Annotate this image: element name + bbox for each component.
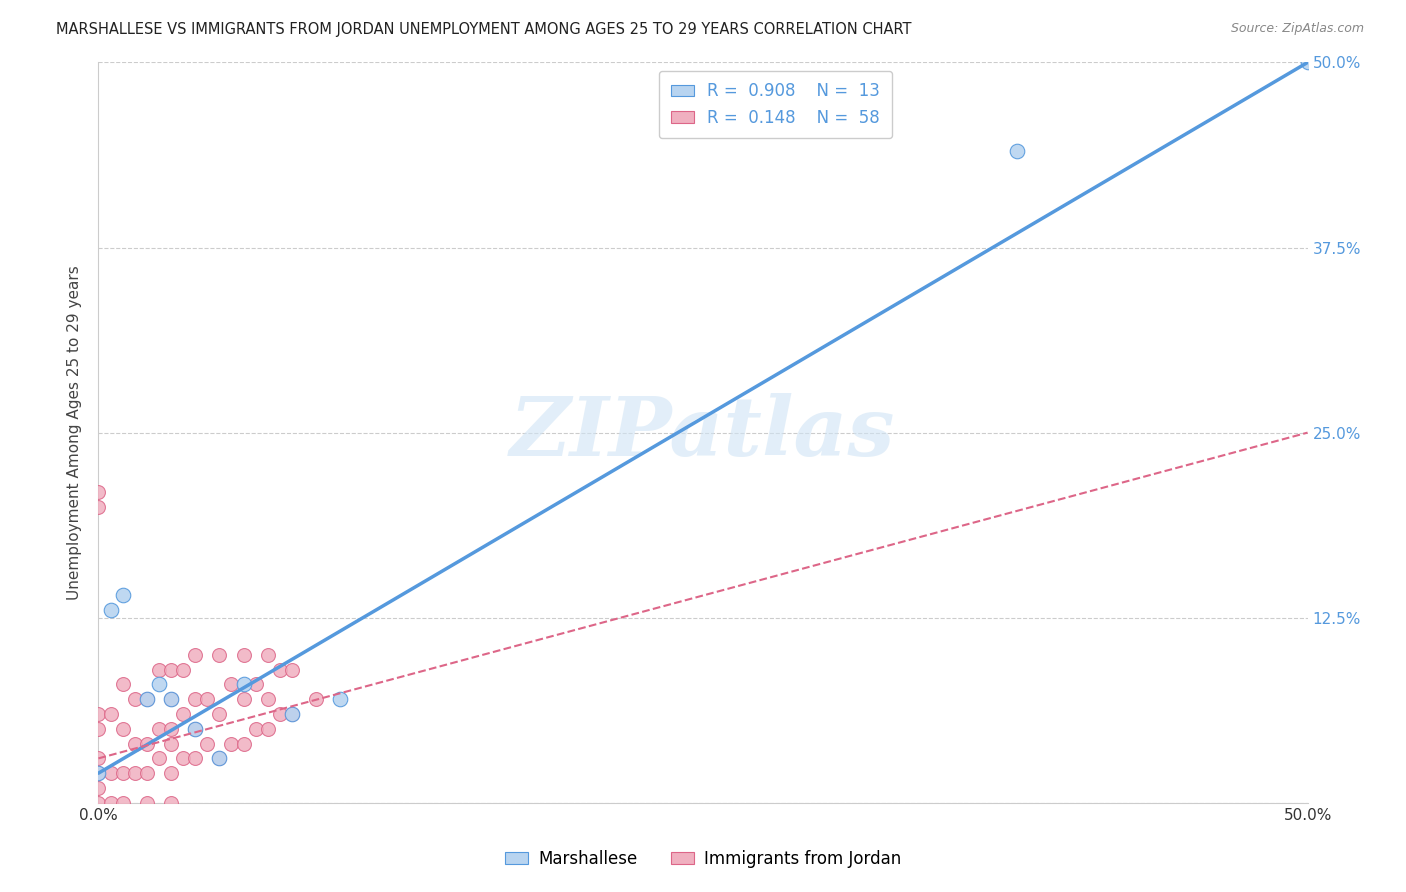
Point xyxy=(135,692,157,706)
Point xyxy=(232,648,254,662)
Point xyxy=(221,677,243,691)
Point xyxy=(148,751,170,765)
Point xyxy=(1296,55,1319,70)
Legend: R =  0.908    N =  13, R =  0.148    N =  58: R = 0.908 N = 13, R = 0.148 N = 58 xyxy=(659,70,891,138)
Point xyxy=(269,663,291,677)
Point xyxy=(184,722,207,736)
Point xyxy=(124,766,146,780)
Point xyxy=(172,706,194,721)
Point xyxy=(111,796,134,810)
Text: Source: ZipAtlas.com: Source: ZipAtlas.com xyxy=(1230,22,1364,36)
Text: MARSHALLESE VS IMMIGRANTS FROM JORDAN UNEMPLOYMENT AMONG AGES 25 TO 29 YEARS COR: MARSHALLESE VS IMMIGRANTS FROM JORDAN UN… xyxy=(56,22,911,37)
Point xyxy=(87,706,110,721)
Point xyxy=(160,692,183,706)
Point xyxy=(100,603,122,617)
Point xyxy=(135,796,157,810)
Point xyxy=(281,706,304,721)
Point xyxy=(87,751,110,765)
Point xyxy=(245,677,267,691)
Point xyxy=(184,722,207,736)
Point xyxy=(111,677,134,691)
Point xyxy=(221,737,243,751)
Point xyxy=(87,796,110,810)
Point xyxy=(195,737,218,751)
Point xyxy=(100,766,122,780)
Point xyxy=(160,766,183,780)
Point xyxy=(100,796,122,810)
Legend: Marshallese, Immigrants from Jordan: Marshallese, Immigrants from Jordan xyxy=(498,844,908,875)
Point xyxy=(256,722,278,736)
Point xyxy=(135,766,157,780)
Point xyxy=(160,796,183,810)
Point xyxy=(148,663,170,677)
Point xyxy=(184,751,207,765)
Point xyxy=(269,706,291,721)
Point xyxy=(160,737,183,751)
Point xyxy=(111,589,134,603)
Point xyxy=(160,722,183,736)
Y-axis label: Unemployment Among Ages 25 to 29 years: Unemployment Among Ages 25 to 29 years xyxy=(66,265,82,600)
Point xyxy=(232,737,254,751)
Point xyxy=(184,692,207,706)
Point xyxy=(87,766,110,780)
Point xyxy=(305,692,328,706)
Point xyxy=(208,706,231,721)
Point xyxy=(172,663,194,677)
Point xyxy=(148,677,170,691)
Point xyxy=(100,706,122,721)
Point xyxy=(87,766,110,780)
Point xyxy=(172,751,194,765)
Point xyxy=(135,737,157,751)
Point xyxy=(208,751,231,765)
Point xyxy=(1007,145,1029,159)
Point xyxy=(232,692,254,706)
Point xyxy=(87,780,110,795)
Point xyxy=(208,648,231,662)
Point xyxy=(208,751,231,765)
Point xyxy=(195,692,218,706)
Point xyxy=(160,692,183,706)
Point xyxy=(135,692,157,706)
Point xyxy=(87,722,110,736)
Point xyxy=(184,648,207,662)
Point xyxy=(245,722,267,736)
Point xyxy=(281,706,304,721)
Point xyxy=(329,692,352,706)
Point xyxy=(232,677,254,691)
Point xyxy=(87,484,110,499)
Point xyxy=(160,663,183,677)
Point xyxy=(111,766,134,780)
Point xyxy=(87,500,110,514)
Point xyxy=(148,722,170,736)
Point xyxy=(111,722,134,736)
Point xyxy=(124,737,146,751)
Point xyxy=(256,648,278,662)
Point xyxy=(281,663,304,677)
Point xyxy=(256,692,278,706)
Text: ZIPatlas: ZIPatlas xyxy=(510,392,896,473)
Point xyxy=(124,692,146,706)
